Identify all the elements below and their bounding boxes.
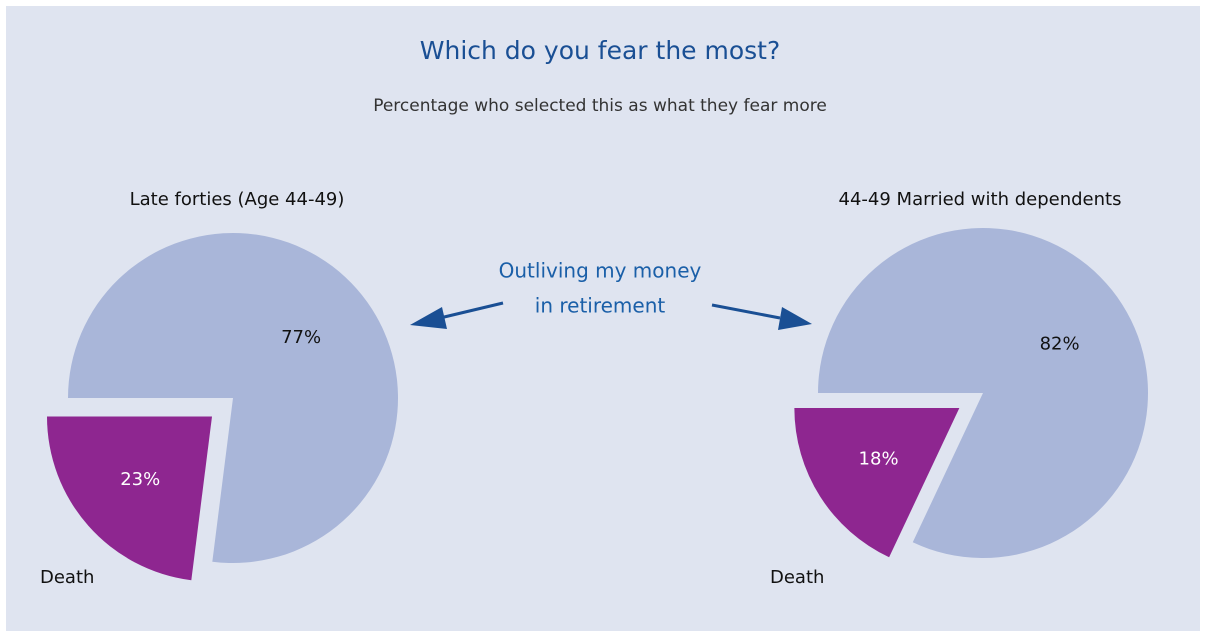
pie-slice [794, 408, 960, 558]
arrow [410, 301, 504, 329]
annotation: Outliving my money [499, 259, 702, 283]
chart-title: Which do you fear the most? [420, 36, 781, 65]
annotation: in retirement [535, 294, 666, 318]
value-label: 23% [120, 469, 160, 490]
value-label: 77% [281, 327, 321, 348]
value-label: 18% [859, 448, 899, 469]
pie-slice [68, 232, 398, 563]
pie-title: 44-49 Married with dependents [839, 189, 1122, 210]
value-label: 82% [1040, 333, 1080, 354]
slice-label: Death [770, 567, 824, 588]
pie-title: Late forties (Age 44-49) [130, 189, 345, 210]
pie-slice [46, 416, 212, 581]
pie-slice [818, 228, 1148, 559]
slice-label: Death [40, 567, 94, 588]
chart-subtitle: Percentage who selected this as what the… [373, 96, 827, 116]
arrow [711, 303, 812, 330]
